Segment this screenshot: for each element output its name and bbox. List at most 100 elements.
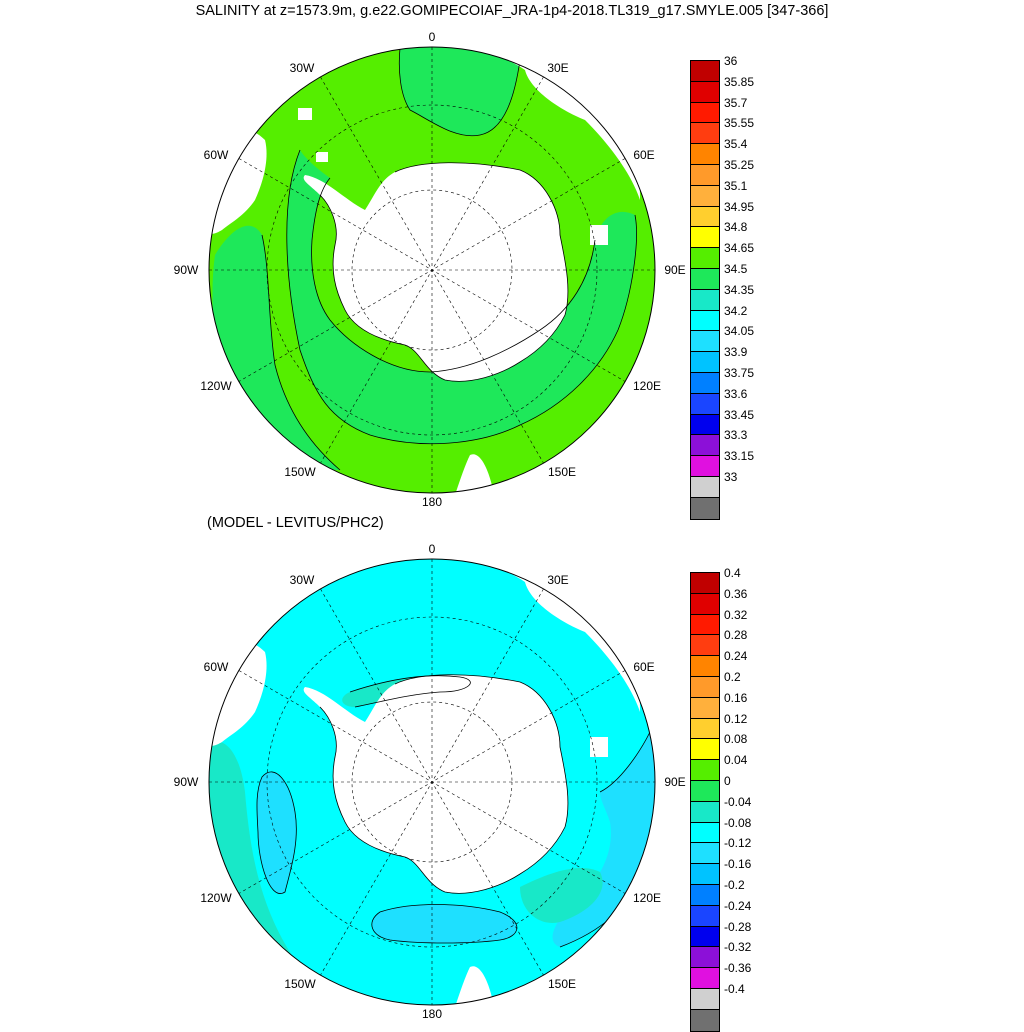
- lon-label-120w-bottom: 120W: [200, 891, 232, 905]
- salinity-colorbar-swatch-3: [691, 123, 719, 145]
- lon-label-150w: 150W: [284, 465, 316, 479]
- lon-label-90e-bottom: 90E: [664, 775, 686, 789]
- difference-colorbar-tick-label: 0.28: [724, 628, 748, 643]
- difference-colorbar-tick-label: -0.32: [724, 940, 752, 955]
- difference-colorbar-tick-label: -0.16: [724, 857, 752, 872]
- salinity-colorbar-swatch-21: [691, 497, 719, 519]
- difference-colorbar-tick-label: 0.36: [724, 586, 748, 601]
- salinity-colorbar-tick-label: 33.3: [724, 428, 748, 443]
- salinity-colorbar-tick-label: 34.5: [724, 262, 748, 276]
- difference-colorbar-swatch-19: [691, 968, 719, 989]
- salinity-colorbar-swatch-16: [691, 393, 719, 415]
- difference-field-south-patch: [371, 904, 517, 943]
- lon-label-90e: 90E: [664, 263, 686, 277]
- salinity-colorbar-tick-label: 35.1: [724, 178, 748, 193]
- difference-colorbar-swatch-5: [691, 676, 719, 698]
- salinity-map: [208, 46, 656, 494]
- salinity-colorbar-swatch-9: [691, 248, 719, 269]
- difference-colorbar-swatch-18: [691, 947, 719, 969]
- difference-colorbar-tick-label: -0.4: [724, 982, 745, 996]
- kerguelen-land: [590, 225, 608, 245]
- salinity-colorbar-swatch-2: [691, 102, 719, 124]
- lon-label-90w: 90W: [173, 263, 199, 277]
- lon-label-0: 0: [428, 30, 436, 44]
- salinity-colorbar-swatch-14: [691, 352, 719, 373]
- salinity-colorbar-tick-label: 34.35: [724, 282, 755, 297]
- salinity-colorbar-swatch-7: [691, 206, 719, 228]
- salinity-colorbar-swatch-17: [691, 414, 719, 436]
- salinity-colorbar-swatch-4: [691, 144, 719, 165]
- difference-colorbar-swatch-10: [691, 780, 719, 802]
- salinity-colorbar-swatch-10: [691, 268, 719, 290]
- salinity-colorbar-swatch-11: [691, 289, 719, 311]
- difference-colorbar-swatch-17: [691, 926, 719, 948]
- difference-colorbar-swatch-6: [691, 697, 719, 719]
- salinity-colorbar-tick-label: 34.65: [724, 241, 755, 256]
- difference-colorbar-swatch-20: [691, 988, 719, 1010]
- difference-colorbar-tick-label: 0.08: [724, 732, 748, 747]
- difference-colorbar-tick-label: -0.36: [724, 961, 752, 976]
- salinity-colorbar-tick-label: 34.8: [724, 220, 748, 235]
- difference-colorbar-swatch-2: [691, 614, 719, 636]
- salinity-colorbar-tick-label: 34.2: [724, 303, 748, 318]
- lon-label-180: 180: [421, 495, 443, 509]
- difference-colorbar-tick-label: -0.24: [724, 898, 752, 913]
- salinity-colorbar-tick-label: 34.05: [724, 324, 755, 339]
- salinity-colorbar-tick-label: 35.4: [724, 137, 748, 152]
- salinity-colorbar-tick-label: 35.55: [724, 116, 755, 131]
- difference-colorbar-swatch-12: [691, 822, 719, 844]
- lon-label-30e: 30E: [547, 61, 569, 75]
- salinity-colorbar-tick-label: 33.75: [724, 366, 755, 380]
- salinity-colorbar-swatch-1: [691, 81, 719, 103]
- salinity-colorbar-tick-label: 34.95: [724, 199, 755, 214]
- salinity-colorbar-tick-label: 36: [724, 54, 738, 68]
- difference-colorbar-swatch-4: [691, 656, 719, 677]
- difference-colorbar-tick-label: -0.08: [724, 815, 752, 830]
- island-land-2: [298, 108, 312, 120]
- lon-label-120e-bottom: 120E: [632, 891, 662, 905]
- lon-label-150e: 150E: [547, 465, 577, 479]
- salinity-colorbar-swatch-0: [691, 61, 719, 82]
- difference-colorbar-swatch-9: [691, 760, 719, 781]
- salinity-colorbar-swatch-15: [691, 372, 719, 394]
- salinity-colorbar-tick-label: 33.15: [724, 449, 755, 464]
- figure-title: SALINITY at z=1573.9m, g.e22.GOMIPECOIAF…: [195, 3, 829, 19]
- kerguelen-land-bottom: [590, 737, 608, 757]
- difference-colorbar-swatch-1: [691, 593, 719, 615]
- salinity-colorbar-tick-label: 35.25: [724, 158, 755, 172]
- difference-colorbar-swatch-13: [691, 843, 719, 865]
- salinity-colorbar-tick-label: 33.9: [724, 345, 748, 360]
- difference-colorbar-swatch-16: [691, 905, 719, 927]
- difference-colorbar-tick-label: 0.04: [724, 753, 748, 768]
- salinity-colorbar-swatch-19: [691, 456, 719, 477]
- salinity-colorbar-swatch-5: [691, 164, 719, 186]
- difference-colorbar-swatch-7: [691, 718, 719, 740]
- lon-label-60e: 60E: [633, 148, 655, 162]
- difference-colorbar-tick-label: 0.32: [724, 607, 748, 622]
- difference-map: [208, 558, 656, 1006]
- salinity-field-34p5-north: [399, 47, 520, 136]
- salinity-colorbar: [690, 60, 720, 520]
- difference-colorbar: [690, 572, 720, 1032]
- island-land-1: [316, 152, 328, 162]
- salinity-colorbar-swatch-20: [691, 476, 719, 498]
- difference-colorbar-swatch-14: [691, 864, 719, 885]
- salinity-colorbar-tick-label: 35.7: [724, 95, 748, 110]
- lon-label-60w-bottom: 60W: [203, 660, 229, 674]
- salinity-colorbar-swatch-12: [691, 310, 719, 332]
- salinity-colorbar-swatch-8: [691, 227, 719, 249]
- lon-label-90w-bottom: 90W: [173, 775, 199, 789]
- lon-label-120e: 120E: [632, 379, 662, 393]
- salinity-colorbar-swatch-13: [691, 331, 719, 353]
- difference-colorbar-tick-label: 0.12: [724, 711, 748, 726]
- difference-colorbar-tick-label: -0.04: [724, 794, 752, 809]
- lon-label-180-bottom: 180: [421, 1007, 443, 1021]
- salinity-colorbar-tick-label: 33: [724, 470, 738, 484]
- difference-colorbar-tick-label: 0.4: [724, 566, 741, 580]
- difference-colorbar-swatch-11: [691, 801, 719, 823]
- difference-colorbar-tick-label: -0.12: [724, 836, 752, 851]
- difference-colorbar-tick-label: 0.16: [724, 690, 748, 705]
- lon-label-0-bottom: 0: [428, 542, 436, 556]
- difference-colorbar-swatch-21: [691, 1009, 719, 1031]
- lon-label-60e-bottom: 60E: [633, 660, 655, 674]
